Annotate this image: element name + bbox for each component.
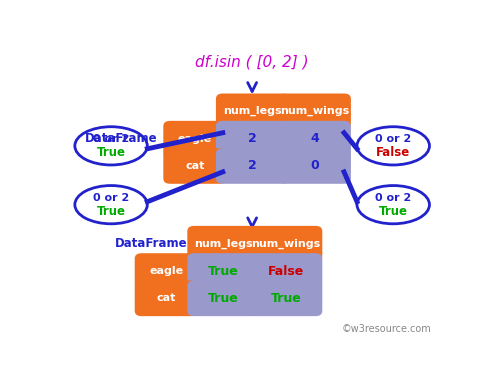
Text: 0: 0 <box>310 160 319 173</box>
Text: cat: cat <box>156 293 176 303</box>
FancyBboxPatch shape <box>249 226 322 261</box>
Text: False: False <box>376 146 410 159</box>
FancyBboxPatch shape <box>135 253 198 289</box>
FancyBboxPatch shape <box>249 253 322 289</box>
FancyBboxPatch shape <box>216 121 289 157</box>
Text: DataFrame: DataFrame <box>115 237 187 250</box>
Text: 0 or 2: 0 or 2 <box>375 193 411 203</box>
FancyBboxPatch shape <box>163 148 227 184</box>
FancyBboxPatch shape <box>278 121 351 157</box>
Text: True: True <box>96 146 125 159</box>
FancyBboxPatch shape <box>187 253 260 289</box>
Text: 2: 2 <box>248 132 257 145</box>
Text: 0 or 2: 0 or 2 <box>375 134 411 144</box>
Text: cat: cat <box>185 161 205 171</box>
Text: num_wings: num_wings <box>251 238 320 249</box>
Text: True: True <box>209 292 239 305</box>
FancyBboxPatch shape <box>163 121 227 157</box>
FancyBboxPatch shape <box>249 280 322 316</box>
FancyBboxPatch shape <box>187 226 260 261</box>
Text: 4: 4 <box>310 132 319 145</box>
Text: True: True <box>209 264 239 277</box>
FancyBboxPatch shape <box>187 280 260 316</box>
Text: ©w3resource.com: ©w3resource.com <box>341 324 431 334</box>
Text: df.isin ( [0, 2] ): df.isin ( [0, 2] ) <box>195 55 309 70</box>
FancyBboxPatch shape <box>278 94 351 129</box>
Text: num_wings: num_wings <box>280 106 349 117</box>
Text: DataFrame: DataFrame <box>85 132 157 145</box>
Text: num_legs: num_legs <box>223 106 281 117</box>
Text: 0 or 2: 0 or 2 <box>93 134 129 144</box>
Text: True: True <box>96 205 125 218</box>
Text: 0 or 2: 0 or 2 <box>93 193 129 203</box>
Text: False: False <box>268 264 304 277</box>
Text: num_legs: num_legs <box>194 238 253 249</box>
FancyBboxPatch shape <box>278 148 351 184</box>
FancyBboxPatch shape <box>216 148 289 184</box>
Text: 2: 2 <box>248 160 257 173</box>
Text: eagle: eagle <box>178 134 212 144</box>
Text: eagle: eagle <box>149 266 184 276</box>
FancyBboxPatch shape <box>216 94 289 129</box>
Text: True: True <box>271 292 301 305</box>
FancyBboxPatch shape <box>135 280 198 316</box>
Text: True: True <box>379 205 408 218</box>
